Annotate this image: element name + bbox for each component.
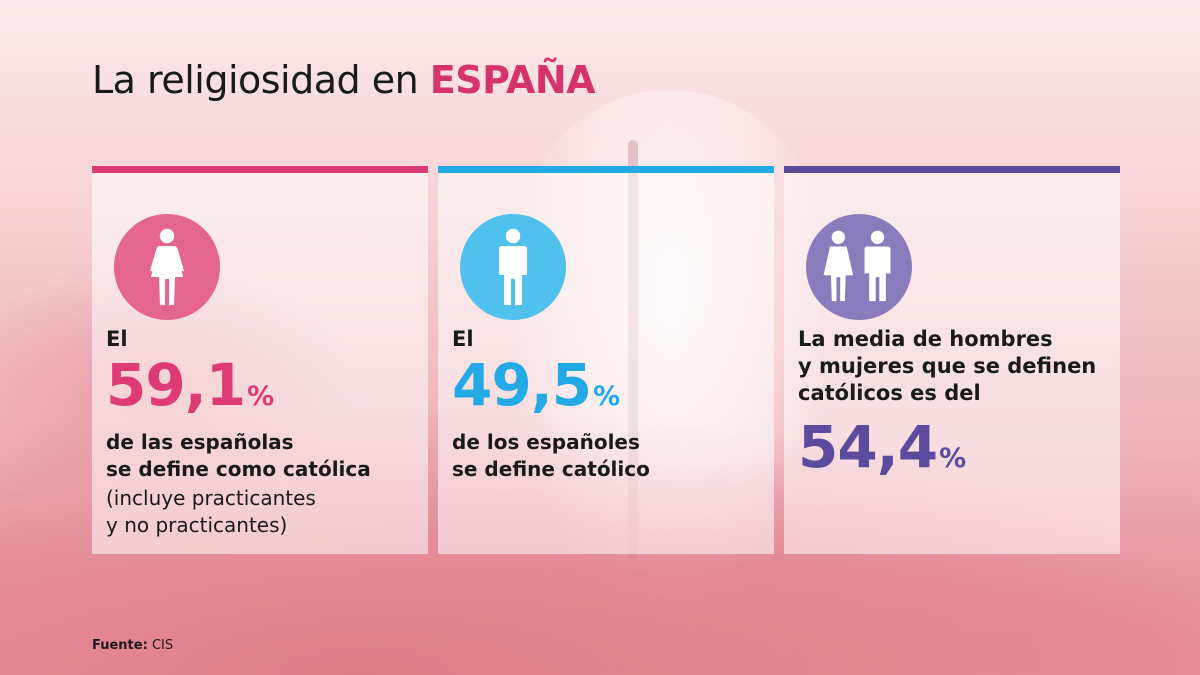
card-description: de las españolas se define como católica [106, 430, 371, 481]
source-label: Fuente: [92, 638, 148, 653]
card-note: (incluye practicantes y no practicantes) [106, 486, 316, 537]
stat-card-women: El 59,1% de las españolas se define como… [92, 166, 428, 554]
man-icon [460, 214, 566, 320]
stat-unit: % [593, 381, 620, 412]
title-text: La religiosidad en [92, 58, 430, 102]
stat-card-average: La media de hombres y mujeres que se def… [784, 166, 1120, 554]
page-title: La religiosidad en ESPAÑA [92, 58, 596, 102]
stat-unit: % [939, 443, 966, 474]
title-highlight: ESPAÑA [429, 58, 596, 102]
stat-number: 49,5 [452, 351, 592, 419]
woman-icon [114, 214, 220, 320]
stat-value: 59,1% [106, 353, 418, 429]
stat-unit: % [247, 381, 274, 412]
stat-value: 49,5% [452, 353, 764, 429]
card-description: de los españoles se define católico [452, 430, 650, 481]
card-top-bar [784, 166, 1120, 173]
card-lead: La media de hombres y mujeres que se def… [798, 327, 1097, 405]
stat-number: 54,4 [798, 413, 938, 481]
stat-card-men: El 49,5% de los españoles se define cató… [438, 166, 774, 554]
stat-value: 54,4% [798, 415, 1110, 491]
card-lead: El [452, 327, 474, 351]
card-lead: El [106, 327, 128, 351]
card-top-bar [92, 166, 428, 173]
woman-and-man-icon [806, 214, 912, 320]
card-top-bar [438, 166, 774, 173]
source-value: CIS [151, 638, 174, 653]
source-note: Fuente: CIS [92, 638, 173, 653]
stat-number: 59,1 [106, 351, 246, 419]
